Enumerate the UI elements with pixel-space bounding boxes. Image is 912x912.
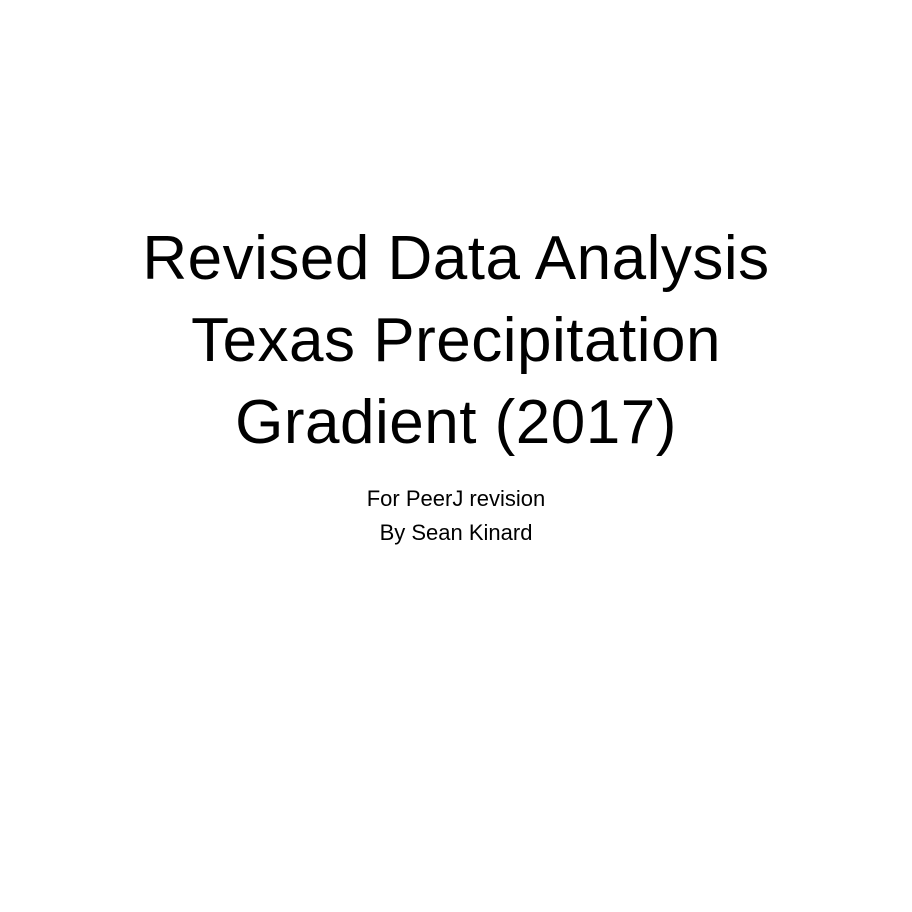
title-line: Revised Data Analysis	[142, 224, 770, 293]
author-line: By Sean Kinard	[379, 520, 533, 545]
slide-subtitle: For PeerJ revision By Sean Kinard	[0, 482, 912, 550]
subtitle-line: For PeerJ revision	[366, 486, 546, 511]
title-line: Texas Precipitation	[191, 306, 721, 375]
title-line: Gradient (2017)	[235, 388, 677, 457]
slide-title: Revised Data Analysis Texas Precipitatio…	[0, 218, 912, 464]
